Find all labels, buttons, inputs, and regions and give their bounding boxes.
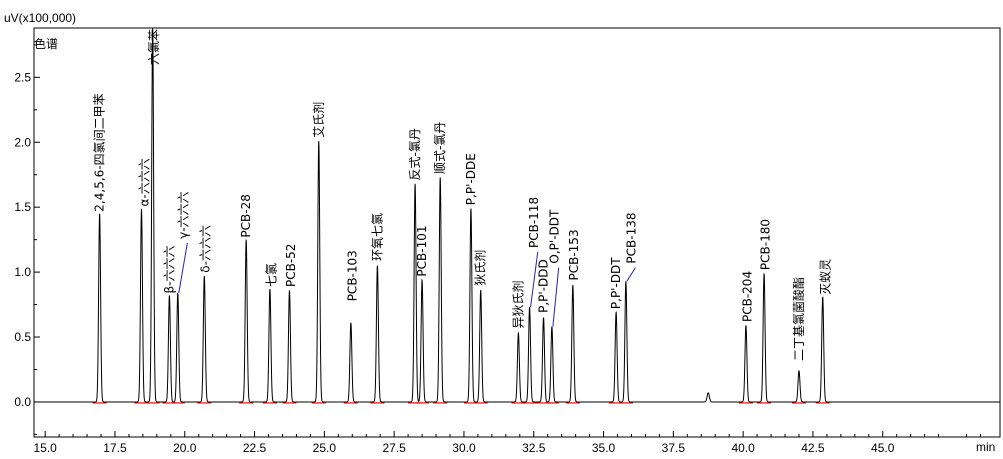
y-tick-label: 0.0	[14, 395, 31, 409]
peak-label-5: δ-六六六	[199, 225, 213, 273]
x-tick-label: 35.0	[592, 441, 616, 455]
label-leader-line	[552, 267, 560, 327]
y-unit-label: uV(x100,000)	[4, 11, 76, 25]
x-tick-label: 30.0	[452, 441, 476, 455]
peak-label-23: PCB-138	[625, 213, 639, 264]
peak-label-0: 2,4,5,6-四氯间二甲苯	[93, 93, 107, 211]
x-tick-label: 22.5	[243, 441, 267, 455]
peak-label-27: 二丁基氯菌酸酯	[791, 277, 806, 361]
axis-ticks: 15.0 17.5 20.0 22.5 25.0 27.5 30.0 32.5 35.0 37.5…	[14, 44, 981, 455]
peak-label-15: P,P'-DDE	[464, 153, 478, 205]
y-tick-label: 2.5	[14, 70, 31, 84]
y-tick-label: 0.5	[14, 330, 31, 344]
y-tick-label: 1.0	[14, 265, 31, 279]
x-tick-label: 32.5	[522, 441, 546, 455]
peak-label-12: 反式-氯丹	[408, 128, 422, 180]
peak-label-26: PCB-180	[759, 219, 773, 270]
x-tick-label: 37.5	[662, 441, 686, 455]
peak-label-8: PCB-52	[284, 244, 298, 287]
x-tick-label: 17.5	[103, 441, 127, 455]
peak-label-17: 异狄氏剂	[510, 280, 525, 328]
x-tick-label: 45.0	[871, 441, 895, 455]
peak-label-10: PCB-103	[345, 250, 359, 301]
peak-label-25: PCB-204	[740, 271, 754, 322]
label-leader-line	[626, 267, 636, 282]
peak-label-2: 六氯苯	[147, 29, 161, 65]
peak-label-13: PCB-101	[415, 226, 429, 277]
y-tick-label: 2.0	[14, 135, 31, 149]
peak-label-4: γ-六六六	[176, 191, 190, 238]
peak-label-14: 顺式-氯丹	[433, 122, 447, 174]
x-tick-label: 15.0	[33, 441, 57, 455]
peak-label-11: 环氧七氯	[370, 213, 384, 261]
plot-frame	[33, 27, 1001, 438]
peak-label-7: 七氯	[264, 263, 278, 287]
peak-label-1: α-六六六	[137, 158, 151, 206]
x-unit-label: min	[976, 440, 995, 454]
peak-label-9: 艾氏剂	[311, 102, 326, 138]
panel-label: 色谱	[34, 37, 58, 51]
peak-label-16: 狄氏剂	[473, 250, 488, 286]
x-tick-label: 25.0	[313, 441, 337, 455]
peak-label-28: 灭蚁灵	[819, 259, 833, 295]
peak-label-18: PCB-118	[527, 197, 541, 248]
peak-label-6: PCB-28	[239, 194, 253, 237]
label-leader-line	[178, 242, 188, 293]
x-tick-label: 27.5	[382, 441, 406, 455]
chromatogram-trace	[34, 27, 1000, 403]
x-tick-label: 40.0	[731, 441, 755, 455]
peak-label-20: O,P'-DDT	[548, 209, 562, 264]
label-leader-line	[530, 251, 539, 308]
peak-label-3: β-六六六	[162, 246, 176, 294]
x-tick-label: 20.0	[173, 441, 197, 455]
peak-label-21: PCB-153	[567, 229, 581, 280]
y-tick-label: 1.5	[14, 200, 31, 214]
x-tick-label: 42.5	[801, 441, 825, 455]
peak-label-22: P,P'-DDT	[609, 257, 623, 309]
peak-label-19: P,P'-DDD	[537, 259, 551, 313]
